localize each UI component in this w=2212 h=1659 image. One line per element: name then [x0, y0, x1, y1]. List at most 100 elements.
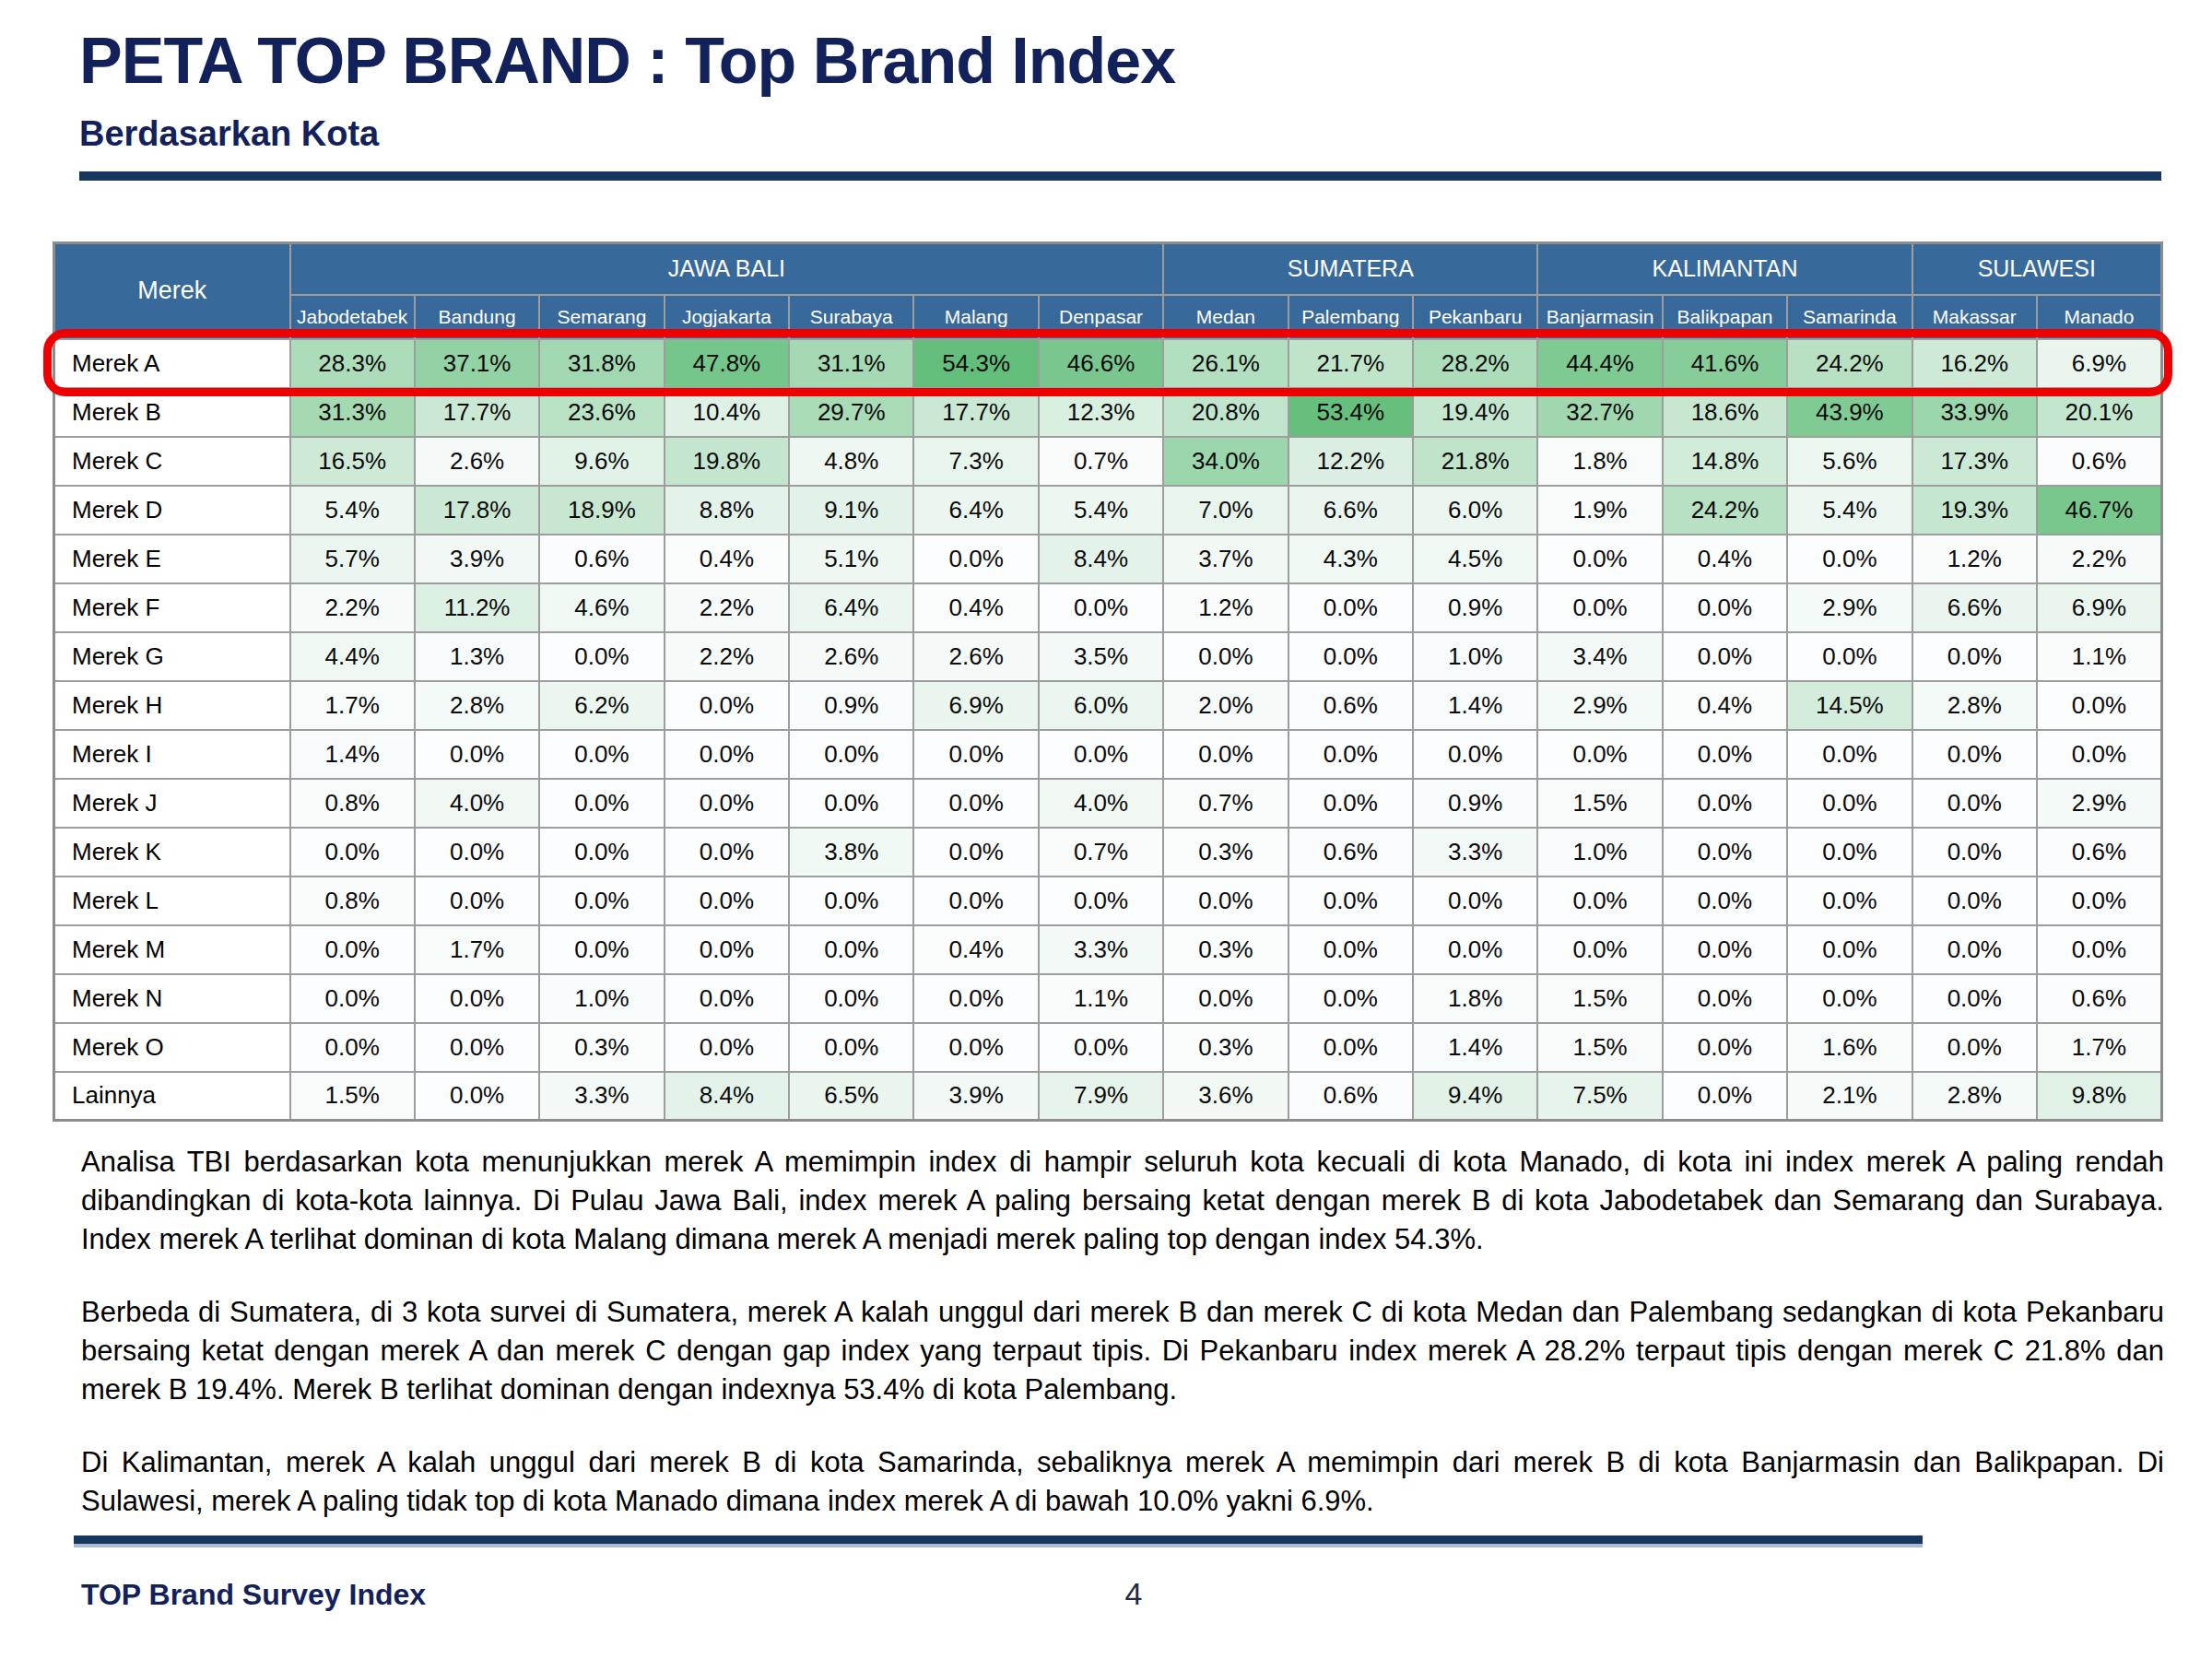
table-cell: 29.7% — [789, 388, 913, 437]
table-cell: 0.6% — [1288, 681, 1413, 730]
table-cell: 47.8% — [665, 339, 789, 388]
footer-divider — [74, 1535, 1923, 1544]
table-cell: 2.2% — [290, 583, 415, 632]
table-cell: 0.0% — [665, 779, 789, 828]
table-cell: 5.7% — [290, 535, 415, 583]
table-cell: 4.5% — [1413, 535, 1537, 583]
table-cell: 0.0% — [1537, 925, 1662, 974]
table-row: Merek E5.7%3.9%0.6%0.4%5.1%0.0%8.4%3.7%4… — [54, 535, 2162, 583]
table-row: Merek H1.7%2.8%6.2%0.0%0.9%6.9%6.0%2.0%0… — [54, 681, 2162, 730]
table-cell: 1.0% — [1413, 632, 1537, 681]
table-cell: 8.8% — [665, 486, 789, 535]
table-cell: 1.2% — [1912, 535, 2037, 583]
table-cell: 0.6% — [1288, 1072, 1413, 1121]
table-cell: 6.9% — [2037, 583, 2162, 632]
table-cell: 12.3% — [1039, 388, 1163, 437]
table-cell: 0.0% — [415, 877, 539, 925]
table-cell: 0.0% — [1163, 877, 1288, 925]
table-cell: 18.6% — [1663, 388, 1787, 437]
table-cell: 1.7% — [415, 925, 539, 974]
table-row: Merek A28.3%37.1%31.8%47.8%31.1%54.3%46.… — [54, 339, 2162, 388]
table-row: Lainnya1.5%0.0%3.3%8.4%6.5%3.9%7.9%3.6%0… — [54, 1072, 2162, 1121]
table-cell: 17.7% — [415, 388, 539, 437]
table-cell: 1.4% — [290, 730, 415, 779]
table-cell: 0.0% — [789, 877, 913, 925]
table-cell: 28.2% — [1413, 339, 1537, 388]
table-cell: 0.0% — [1413, 877, 1537, 925]
table-cell: 0.0% — [789, 974, 913, 1023]
table-cell: 0.0% — [1537, 730, 1662, 779]
table-cell: 46.6% — [1039, 339, 1163, 388]
table-cell: 3.5% — [1039, 632, 1163, 681]
table-cell: 10.4% — [665, 388, 789, 437]
table-cell: 7.0% — [1163, 486, 1288, 535]
table-cell: 14.8% — [1663, 437, 1787, 486]
table-row: Merek F2.2%11.2%4.6%2.2%6.4%0.4%0.0%1.2%… — [54, 583, 2162, 632]
table-cell: 1.0% — [1537, 828, 1662, 877]
table-cell: 31.1% — [789, 339, 913, 388]
table-cell: 1.7% — [290, 681, 415, 730]
table-cell: 6.9% — [913, 681, 1038, 730]
table-cell: 2.8% — [1912, 1072, 2037, 1121]
table-cell: 0.0% — [415, 828, 539, 877]
table-cell: 5.6% — [1787, 437, 1912, 486]
table-cell: 1.5% — [1537, 974, 1662, 1023]
table-row: Merek L0.8%0.0%0.0%0.0%0.0%0.0%0.0%0.0%0… — [54, 877, 2162, 925]
table-cell: 0.6% — [2037, 437, 2162, 486]
table-cell: 0.0% — [913, 877, 1038, 925]
region-header-sulawesi: SULAWESI — [1912, 243, 2162, 295]
table-row: Merek C16.5%2.6%9.6%19.8%4.8%7.3%0.7%34.… — [54, 437, 2162, 486]
table-cell: 0.0% — [789, 1023, 913, 1072]
table-cell: 23.6% — [539, 388, 664, 437]
city-header-semarang: Semarang — [539, 295, 664, 339]
table-cell: 0.0% — [1163, 730, 1288, 779]
table-row: Merek G4.4%1.3%0.0%2.2%2.6%2.6%3.5%0.0%0… — [54, 632, 2162, 681]
table-cell: 0.0% — [1912, 877, 2037, 925]
table-cell: 0.8% — [290, 877, 415, 925]
table-cell: 0.0% — [1787, 730, 1912, 779]
table-cell: 2.8% — [415, 681, 539, 730]
table-cell: 0.0% — [789, 779, 913, 828]
table-cell: 0.0% — [539, 877, 664, 925]
table-cell: 6.9% — [2037, 339, 2162, 388]
table-cell: 0.0% — [1039, 730, 1163, 779]
row-label: Merek C — [54, 437, 290, 486]
table-cell: 2.6% — [913, 632, 1038, 681]
city-header-samarinda: Samarinda — [1787, 295, 1912, 339]
table-cell: 4.6% — [539, 583, 664, 632]
table-cell: 0.6% — [2037, 828, 2162, 877]
city-header-jabodetabek: Jabodetabek — [290, 295, 415, 339]
table-cell: 0.4% — [913, 925, 1038, 974]
city-header-banjarmasin: Banjarmasin — [1537, 295, 1662, 339]
table-cell: 54.3% — [913, 339, 1038, 388]
table-cell: 2.0% — [1163, 681, 1288, 730]
table-cell: 19.8% — [665, 437, 789, 486]
table-cell: 0.7% — [1039, 437, 1163, 486]
table-cell: 24.2% — [1787, 339, 1912, 388]
table-cell: 37.1% — [415, 339, 539, 388]
table-cell: 0.4% — [665, 535, 789, 583]
city-header-pekanbaru: Pekanbaru — [1413, 295, 1537, 339]
city-header-jogjakarta: Jogjakarta — [665, 295, 789, 339]
row-label: Merek B — [54, 388, 290, 437]
row-label: Merek F — [54, 583, 290, 632]
table-cell: 18.9% — [539, 486, 664, 535]
table-cell: 0.7% — [1039, 828, 1163, 877]
table-cell: 0.0% — [913, 730, 1038, 779]
table-cell: 0.3% — [539, 1023, 664, 1072]
table-cell: 3.9% — [913, 1072, 1038, 1121]
tbi-table: Merek JAWA BALISUMATERAKALIMANTANSULAWES… — [53, 241, 2163, 1122]
table-cell: 19.3% — [1912, 486, 2037, 535]
table-cell: 0.0% — [1912, 779, 2037, 828]
page-subtitle: Berdasarkan Kota — [79, 114, 379, 154]
table-cell: 17.8% — [415, 486, 539, 535]
table-cell: 1.1% — [2037, 632, 2162, 681]
table-cell: 0.0% — [1912, 828, 2037, 877]
table-cell: 0.4% — [1663, 535, 1787, 583]
table-cell: 20.8% — [1163, 388, 1288, 437]
table-cell: 0.0% — [1288, 974, 1413, 1023]
row-label: Merek D — [54, 486, 290, 535]
table-cell: 2.2% — [665, 632, 789, 681]
table-cell: 0.0% — [2037, 681, 2162, 730]
table-cell: 24.2% — [1663, 486, 1787, 535]
